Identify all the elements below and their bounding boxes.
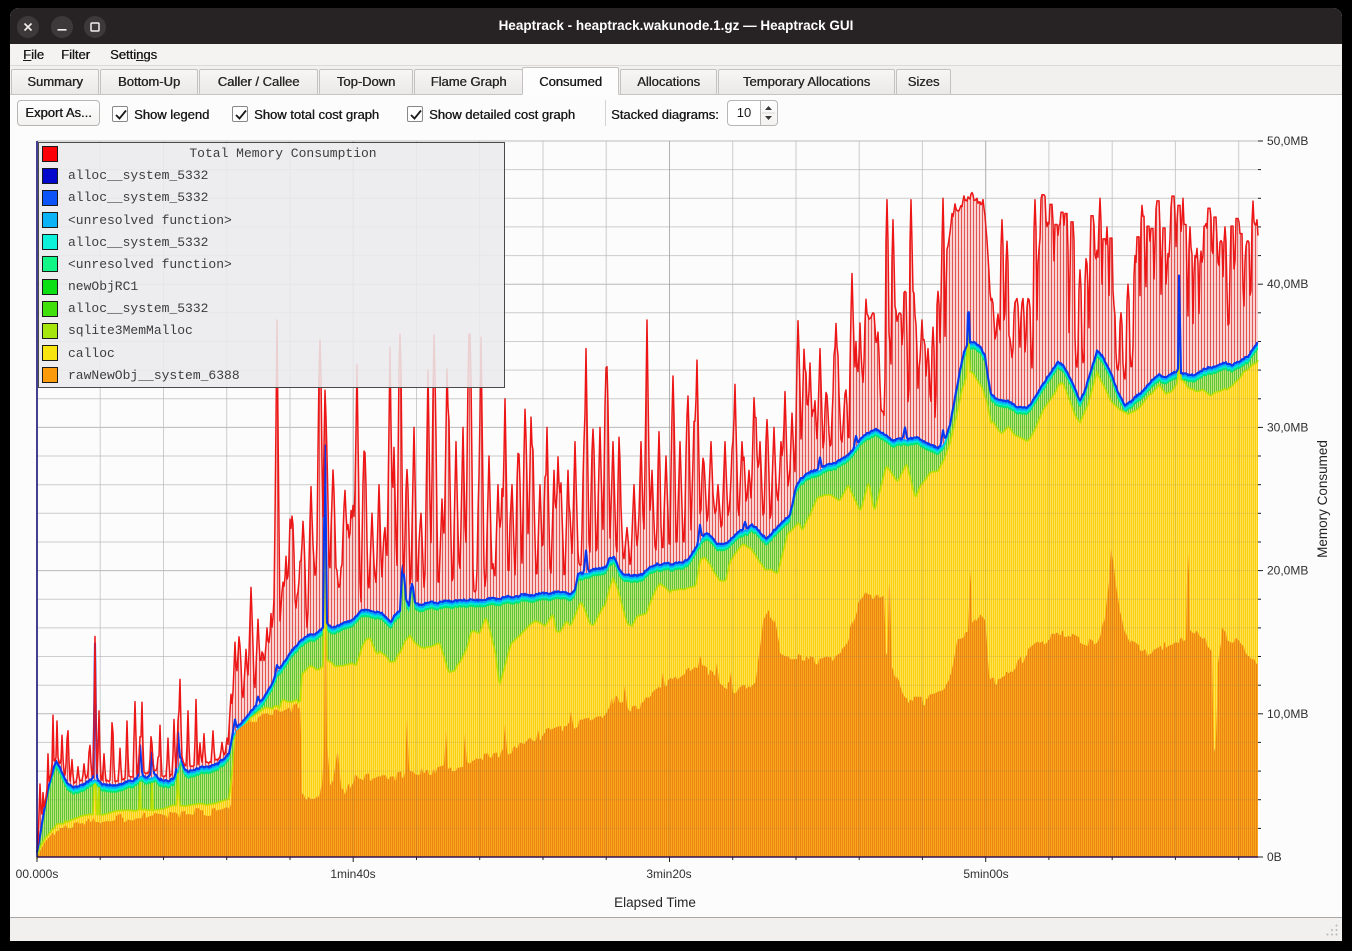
svg-text:20,0MB: 20,0MB	[1267, 564, 1308, 578]
svg-text:10,0MB: 10,0MB	[1267, 707, 1308, 721]
svg-text:40,0MB: 40,0MB	[1267, 277, 1308, 291]
svg-text:1min40s: 1min40s	[330, 867, 375, 881]
svg-text:5min00s: 5min00s	[963, 867, 1008, 881]
svg-text:0B: 0B	[1267, 850, 1282, 864]
svg-text:Memory Consumed: Memory Consumed	[1315, 440, 1330, 558]
svg-text:Elapsed Time: Elapsed Time	[614, 895, 696, 910]
svg-text:50,0MB: 50,0MB	[1267, 134, 1308, 148]
svg-text:30,0MB: 30,0MB	[1267, 420, 1308, 434]
svg-text:3min20s: 3min20s	[646, 867, 691, 881]
svg-text:00.000s: 00.000s	[16, 867, 59, 881]
